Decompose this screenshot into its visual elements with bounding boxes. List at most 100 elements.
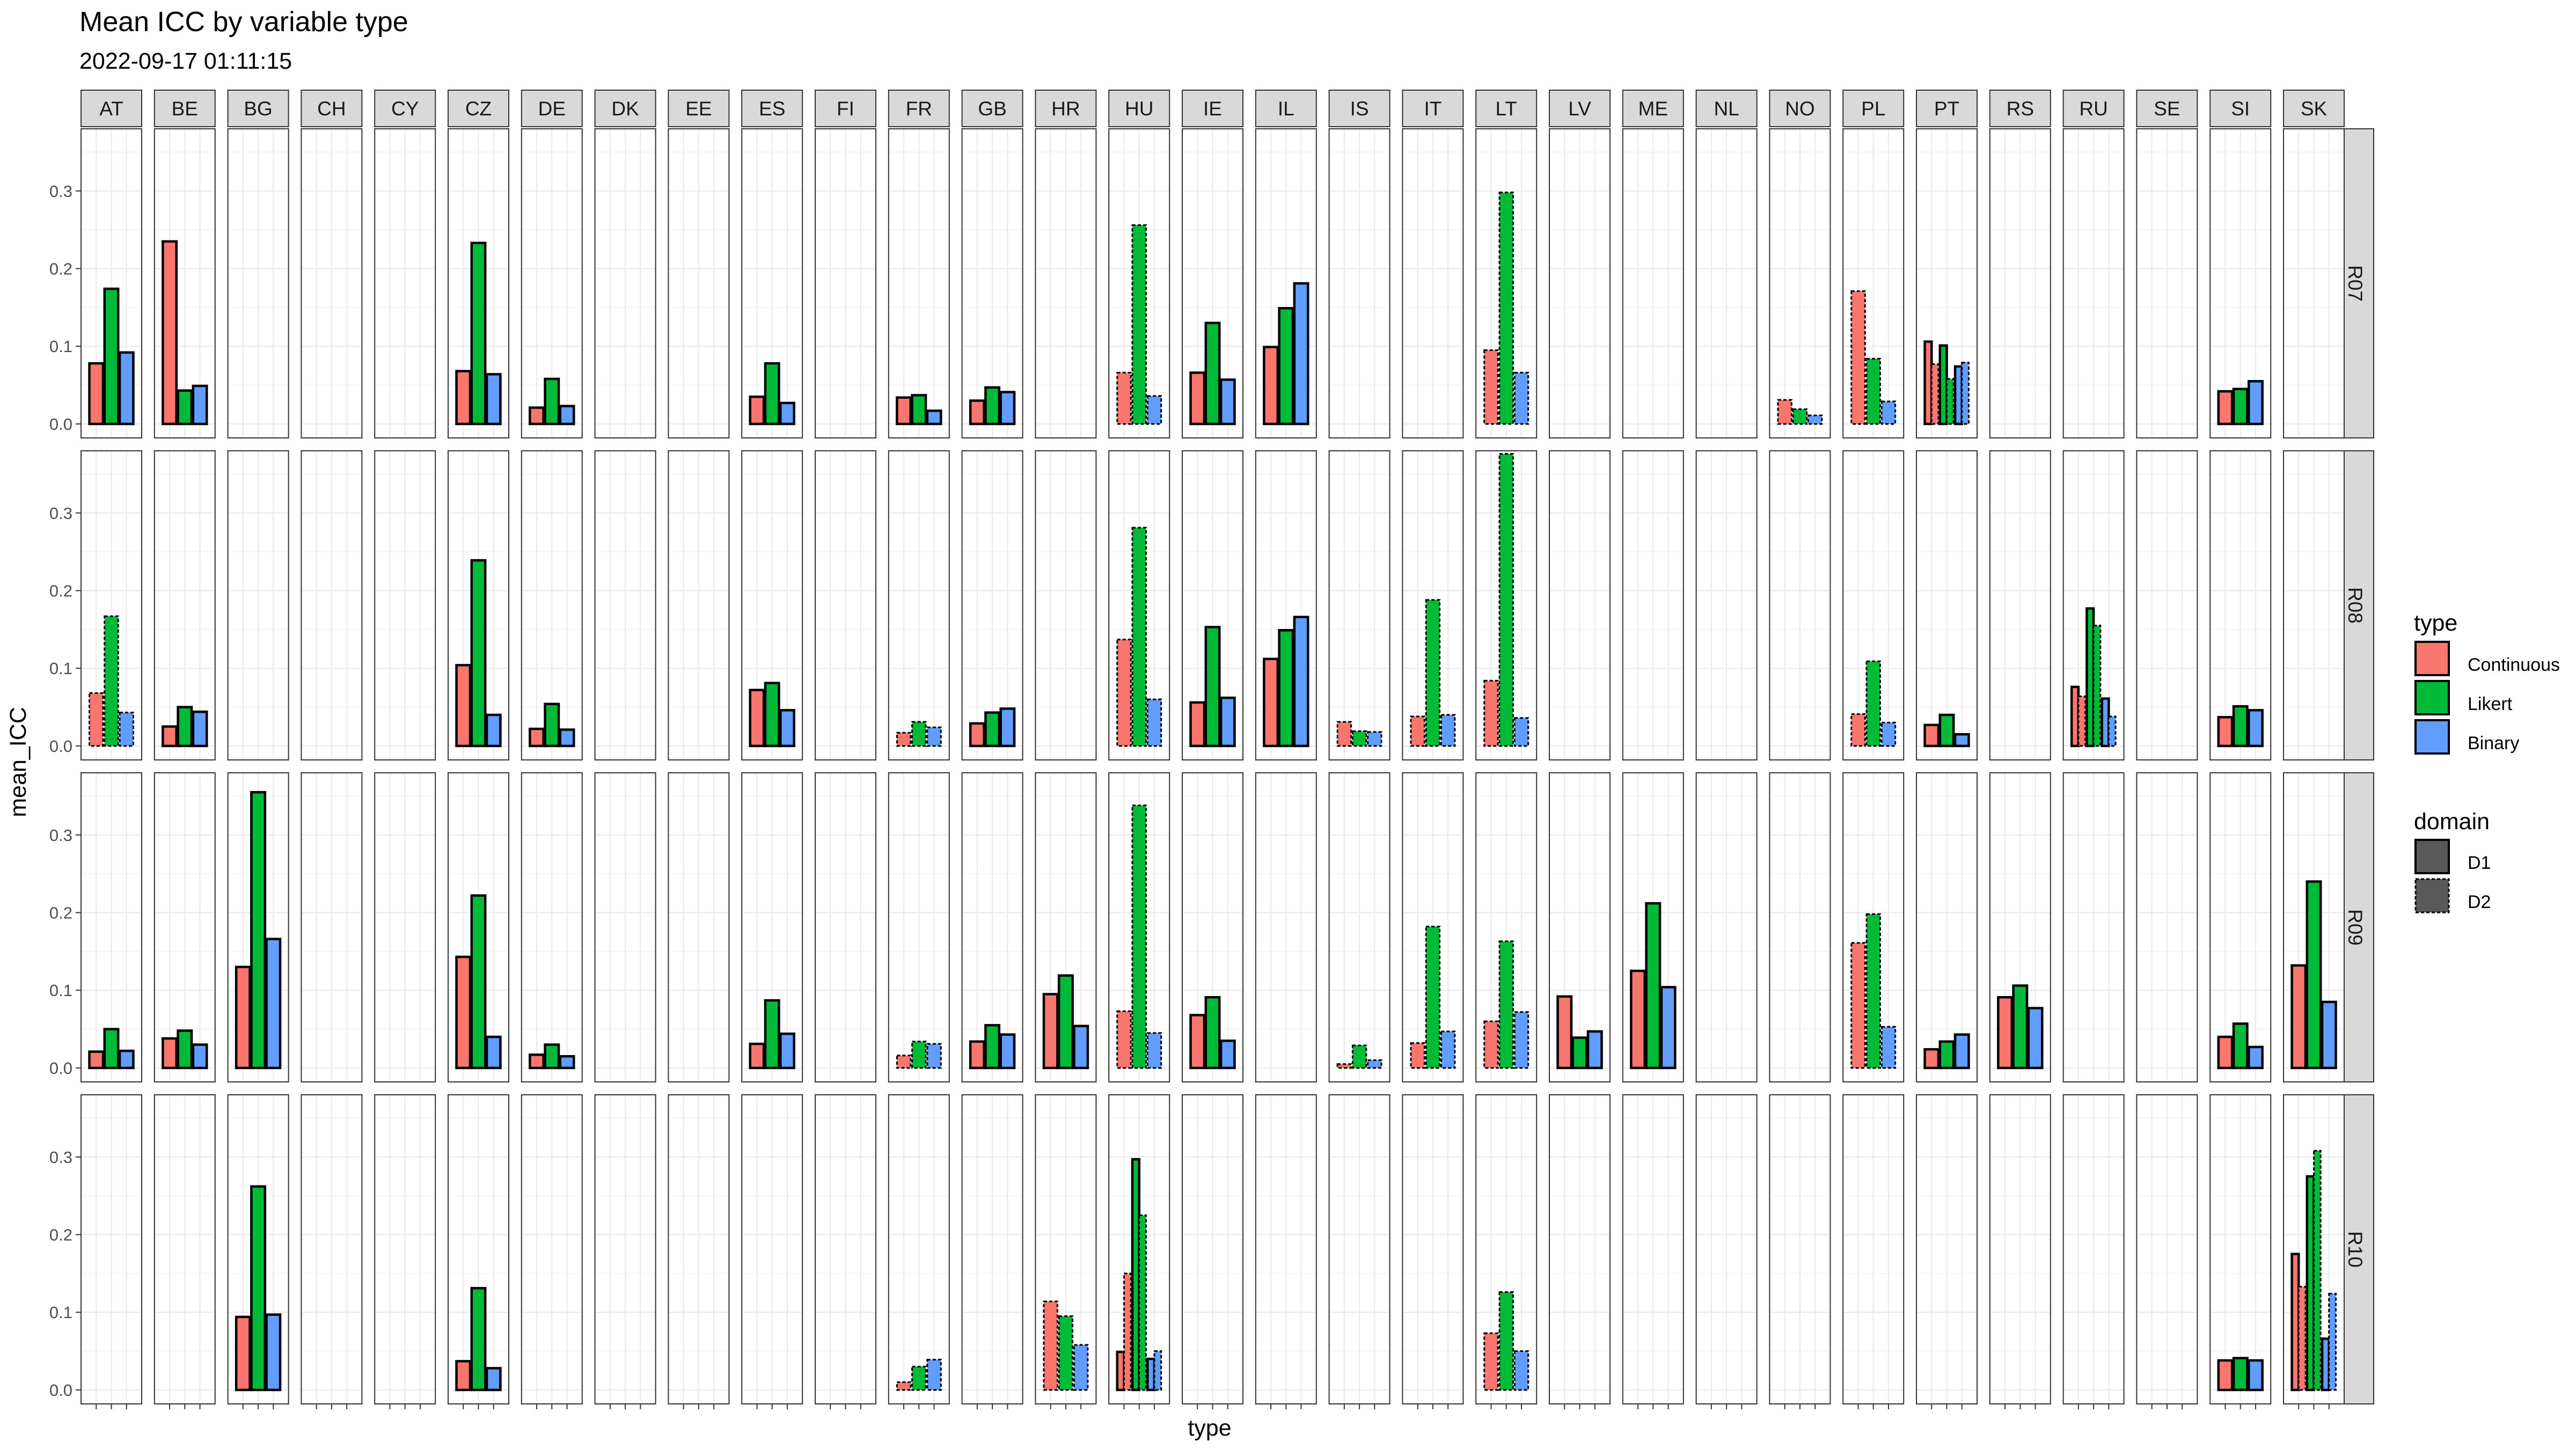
legend-label-d1: D1 bbox=[2468, 853, 2491, 873]
bar-R07-SI-binary-d1-0 bbox=[2247, 380, 2264, 426]
bar-R09-CZ-binary-d1-0 bbox=[485, 1035, 502, 1070]
panel-border-R07-AT bbox=[80, 128, 142, 438]
panel-border-R07-SE bbox=[2136, 128, 2198, 438]
bar-R07-IL-continuous-d1-0 bbox=[1263, 346, 1279, 426]
panel-border-R08-ES bbox=[741, 450, 803, 760]
panel-R07-IL bbox=[1255, 128, 1317, 438]
bar-R08-RU-continuous-d1-0 bbox=[2070, 685, 2080, 748]
bar-R10-HU-binary-d1-0 bbox=[1146, 1357, 1156, 1392]
panel-R10-DE bbox=[521, 1094, 583, 1409]
bar-R09-IE-binary-d1-0 bbox=[1219, 1040, 1236, 1070]
panel-border-R08-HR bbox=[1035, 450, 1097, 760]
bar-R07-IE-likert-d1-0 bbox=[1204, 321, 1221, 426]
panel-border-R08-CZ bbox=[448, 450, 509, 760]
panel-border-R09-CH bbox=[301, 772, 363, 1082]
row-strip-label-R07: R07 bbox=[2344, 265, 2366, 302]
bar-R08-ES-likert-d1-0 bbox=[764, 682, 780, 748]
panel-R07-FR bbox=[888, 128, 950, 438]
panel-border-R09-LT bbox=[1475, 772, 1538, 1082]
panel-R07-IE bbox=[1182, 128, 1243, 438]
bar-R07-DE-likert-d1-0 bbox=[544, 377, 560, 426]
bar-R08-IE-likert-d1-0 bbox=[1204, 626, 1221, 748]
legend-label-d2: D2 bbox=[2468, 892, 2491, 912]
panel-border-R07-CZ bbox=[448, 128, 509, 438]
bar-R09-DE-continuous-d1-0 bbox=[529, 1053, 545, 1070]
panel-R09-DK bbox=[594, 772, 656, 1082]
bar-R09-LT-binary-d2-0 bbox=[1513, 1011, 1529, 1069]
bar-R09-IE-likert-d1-0 bbox=[1204, 996, 1221, 1070]
bar-R09-HU-binary-d2-0 bbox=[1146, 1032, 1162, 1069]
bar-R10-LT-continuous-d2-0 bbox=[1483, 1332, 1499, 1391]
bar-R09-IS-continuous-d2-0 bbox=[1336, 1063, 1352, 1069]
bar-R10-SI-likert-d1-0 bbox=[2232, 1357, 2249, 1392]
strip-label-NO: NO bbox=[1785, 98, 1815, 120]
bar-R07-BE-continuous-d1-0 bbox=[162, 240, 178, 426]
panel-border-R07-IL bbox=[1255, 128, 1317, 438]
panel-border-R07-IE bbox=[1182, 128, 1243, 438]
bar-R07-LT-likert-d2-0 bbox=[1498, 192, 1514, 425]
panel-border-R08-SE bbox=[2136, 450, 2198, 760]
panel-R07-IT bbox=[1402, 128, 1464, 438]
bar-R10-FR-binary-d2-0 bbox=[926, 1359, 942, 1391]
panel-R10-ME bbox=[1622, 1094, 1684, 1409]
panel-R08-CH bbox=[301, 450, 363, 760]
bar-R08-AT-continuous-d2-0 bbox=[89, 692, 104, 747]
bar-R07-IL-likert-d1-0 bbox=[1278, 307, 1294, 426]
bar-R10-FR-likert-d2-0 bbox=[911, 1366, 927, 1391]
bar-R09-HR-binary-d1-0 bbox=[1073, 1024, 1089, 1070]
bar-R09-SK-continuous-d1-0 bbox=[2290, 964, 2307, 1070]
legend: type domain Continuous Likert Binary D1 … bbox=[2414, 610, 2560, 914]
bar-R09-IT-binary-d2-0 bbox=[1440, 1030, 1456, 1069]
panel-R07-LT bbox=[1475, 128, 1538, 438]
panel-R08-EE bbox=[668, 450, 730, 760]
panel-border-R09-IL bbox=[1255, 772, 1317, 1082]
bar-R09-SK-binary-d1-0 bbox=[2321, 1000, 2337, 1070]
panel-R09-CZ bbox=[448, 772, 509, 1082]
strip-label-LT: LT bbox=[1495, 98, 1517, 120]
strip-IS bbox=[1328, 90, 1391, 127]
panel-R10-RU bbox=[2062, 1094, 2125, 1409]
panel-border-R08-RU bbox=[2062, 450, 2125, 760]
strip-label-SI: SI bbox=[2231, 98, 2250, 120]
bar-R07-PL-continuous-d2-0 bbox=[1850, 290, 1866, 425]
bar-R07-PT-likert-d2-1 bbox=[1946, 378, 1955, 425]
y-tick-label-R07-0: 0.0 bbox=[49, 415, 72, 434]
panel-R09-CY bbox=[374, 772, 436, 1082]
bar-R10-HU-likert-d1-0 bbox=[1131, 1158, 1140, 1392]
panel-R10-HU bbox=[1108, 1094, 1170, 1409]
bar-R08-HU-binary-d2-0 bbox=[1146, 698, 1162, 747]
panel-R09-RU bbox=[2062, 772, 2125, 1082]
panel-R08-IT bbox=[1402, 450, 1464, 760]
strip-label-PT: PT bbox=[1934, 98, 1959, 120]
bar-R09-LV-binary-d1-0 bbox=[1586, 1030, 1603, 1070]
panel-R10-FR bbox=[888, 1094, 950, 1409]
bar-R08-DE-binary-d1-0 bbox=[559, 728, 575, 748]
panel-R09-LT bbox=[1475, 772, 1538, 1082]
strip-label-DE: DE bbox=[538, 98, 566, 120]
panel-R08-SK bbox=[2283, 450, 2345, 760]
panel-border-R08-LT bbox=[1475, 450, 1538, 760]
panel-border-R08-DK bbox=[594, 450, 656, 760]
bar-R08-IT-binary-d2-0 bbox=[1440, 714, 1456, 747]
panel-R10-GB bbox=[961, 1094, 1023, 1409]
strip-SE bbox=[2136, 90, 2198, 127]
panel-R08-CY bbox=[374, 450, 436, 760]
bar-R07-ES-binary-d1-0 bbox=[779, 401, 795, 426]
strip-label-FI: FI bbox=[837, 98, 854, 120]
panel-R09-PT bbox=[1916, 772, 1978, 1082]
panel-border-R07-FI bbox=[815, 128, 876, 438]
panel-R10-SE bbox=[2136, 1094, 2198, 1409]
panel-border-R09-LV bbox=[1549, 772, 1611, 1082]
panel-R07-RU bbox=[2062, 128, 2125, 438]
bar-R07-ES-continuous-d1-0 bbox=[749, 396, 765, 426]
bar-R09-IS-binary-d2-0 bbox=[1367, 1059, 1382, 1069]
panel-R09-EE bbox=[668, 772, 730, 1082]
panel-R09-GB bbox=[961, 772, 1023, 1082]
panel-border-R09-EE bbox=[668, 772, 730, 1082]
panel-R10-LT bbox=[1475, 1094, 1538, 1409]
y-tick-label-R10-0: 0.0 bbox=[49, 1381, 72, 1400]
y-tick-label-R08-1: 0.1 bbox=[49, 659, 72, 678]
strip-label-CY: CY bbox=[391, 98, 419, 120]
panel-border-R08-HU bbox=[1108, 450, 1170, 760]
bar-R07-CZ-continuous-d1-0 bbox=[455, 370, 472, 426]
